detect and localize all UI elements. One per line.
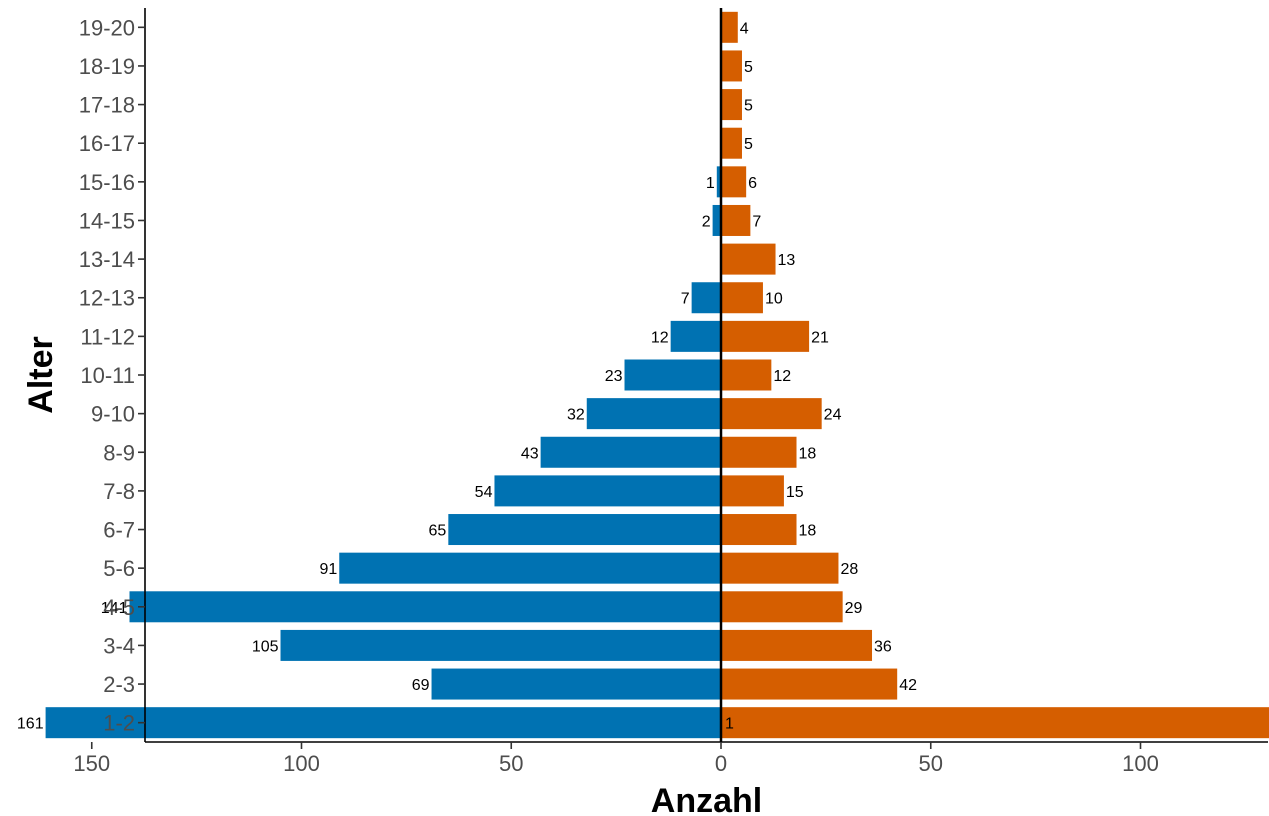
bar-left-3-4 — [280, 629, 721, 661]
y-tick-label: 16-17 — [79, 131, 135, 156]
bar-label-right-10-11: 12 — [773, 368, 791, 385]
bar-right-9-10 — [721, 398, 822, 430]
bar-right-6-7 — [721, 514, 797, 546]
y-tick-label: 15-16 — [79, 170, 135, 195]
y-tick-label: 10-11 — [80, 363, 135, 388]
bar-label-left-3-4: 105 — [252, 638, 279, 655]
bar-label-right-8-9: 18 — [799, 445, 817, 462]
y-tick-label: 7-8 — [103, 479, 135, 504]
bar-right-8-9 — [721, 436, 797, 468]
bar-left-1-2 — [45, 707, 722, 739]
bar-label-right-15-16: 6 — [748, 175, 757, 192]
bar-left-5-6 — [339, 552, 721, 584]
bar-left-12-13 — [691, 282, 721, 314]
bar-label-right-13-14: 13 — [778, 252, 796, 269]
bar-right-5-6 — [721, 552, 839, 584]
bar-label-right-5-6: 28 — [840, 561, 858, 578]
x-tick-label: 50 — [919, 751, 943, 776]
y-tick-label: 11-12 — [80, 324, 135, 349]
bar-label-right-7-8: 15 — [786, 484, 804, 501]
bar-left-9-10 — [586, 398, 721, 430]
bar-label-right-6-7: 18 — [799, 523, 817, 540]
y-tick-label: 9-10 — [91, 402, 135, 427]
bar-left-15-16 — [716, 166, 721, 198]
bar-right-4-5 — [721, 591, 843, 623]
x-axis-ticks: 25020015010050050100150200250 — [73, 742, 1159, 776]
bar-label-right-12-13: 10 — [765, 291, 783, 308]
bar-right-2-3 — [721, 668, 898, 700]
bar-right-16-17 — [721, 127, 742, 159]
bar-right-19-20 — [721, 11, 738, 43]
bar-left-2-3 — [431, 668, 721, 700]
y-tick-label: 14-15 — [79, 208, 135, 233]
bar-right-17-18 — [721, 89, 742, 121]
bar-left-11-12 — [670, 320, 721, 352]
bar-label-left-12-13: 7 — [681, 291, 690, 308]
bar-label-left-6-7: 65 — [429, 523, 447, 540]
bar-label-right-3-4: 36 — [874, 638, 892, 655]
bar-label-right-9-10: 24 — [824, 407, 842, 424]
bar-left-6-7 — [448, 514, 721, 546]
bar-left-14-15 — [712, 204, 721, 236]
bar-left-7-8 — [494, 475, 721, 507]
y-tick-label: 6-7 — [103, 518, 135, 543]
x-tick-label: 100 — [283, 751, 320, 776]
bar-label-right-19-20: 4 — [740, 20, 749, 37]
x-axis-title: Anzahl — [651, 782, 762, 816]
bar-label-right-4-5: 29 — [845, 600, 863, 617]
bar-label-right-18-19: 5 — [744, 59, 753, 76]
annotation-label: 1 — [725, 716, 734, 733]
y-tick-label: 5-6 — [103, 556, 135, 581]
bar-label-right-14-15: 7 — [752, 213, 761, 230]
y-tick-label: 17-18 — [79, 93, 135, 118]
y-tick-label: 19-20 — [79, 15, 135, 40]
bar-right-3-4 — [721, 629, 873, 661]
x-tick-label: 0 — [715, 751, 727, 776]
bar-label-left-10-11: 23 — [605, 368, 623, 385]
bar-label-left-7-8: 54 — [475, 484, 493, 501]
bars-layer — [45, 11, 1269, 739]
x-tick-label: 100 — [1122, 751, 1159, 776]
bar-label-right-17-18: 5 — [744, 98, 753, 115]
bar-right-1-2 — [721, 707, 1269, 739]
bar-label-left-11-12: 12 — [651, 329, 669, 346]
bar-right-13-14 — [721, 243, 776, 275]
bar-right-18-19 — [721, 50, 742, 82]
bar-label-left-4-5: 141 — [101, 600, 128, 617]
bar-label-left-1-2: 161 — [17, 716, 44, 733]
y-tick-label: 2-3 — [103, 672, 135, 697]
x-tick-label: 150 — [73, 751, 110, 776]
y-tick-label: 1-2 — [103, 711, 135, 736]
bar-label-right-2-3: 42 — [899, 677, 917, 694]
bar-right-11-12 — [721, 320, 810, 352]
y-tick-label: 4-5 — [103, 595, 135, 620]
bar-right-10-11 — [721, 359, 772, 391]
y-tick-label: 18-19 — [79, 54, 135, 79]
bar-right-12-13 — [721, 282, 763, 314]
bar-right-14-15 — [721, 204, 751, 236]
y-axis-ticks: 1-2 2-3 3-4 4-5 5-6 6-7 7-8 8-9 9-10 10-11 11-12 12… — [79, 15, 145, 736]
bar-labels-layer: 1616910514191655443322312721148423629281… — [17, 20, 917, 733]
bar-label-right-16-17: 5 — [744, 136, 753, 153]
bar-left-8-9 — [540, 436, 721, 468]
bar-left-10-11 — [624, 359, 721, 391]
y-tick-label: 12-13 — [79, 286, 135, 311]
bar-right-15-16 — [721, 166, 747, 198]
y-tick-label: 3-4 — [103, 633, 135, 658]
bar-label-left-5-6: 91 — [319, 561, 337, 578]
y-axis-title: Alter — [22, 336, 60, 413]
y-tick-label: 13-14 — [79, 247, 135, 272]
bar-label-left-14-15: 2 — [702, 213, 711, 230]
x-tick-label: 50 — [499, 751, 523, 776]
bar-label-left-8-9: 43 — [521, 445, 539, 462]
bar-label-right-11-12: 21 — [811, 329, 829, 346]
bar-right-7-8 — [721, 475, 784, 507]
bar-label-left-15-16: 1 — [706, 175, 715, 192]
bar-label-left-2-3: 69 — [412, 677, 430, 694]
bar-label-left-9-10: 32 — [567, 407, 585, 424]
bar-left-4-5 — [129, 591, 721, 623]
y-tick-label: 8-9 — [103, 440, 135, 465]
